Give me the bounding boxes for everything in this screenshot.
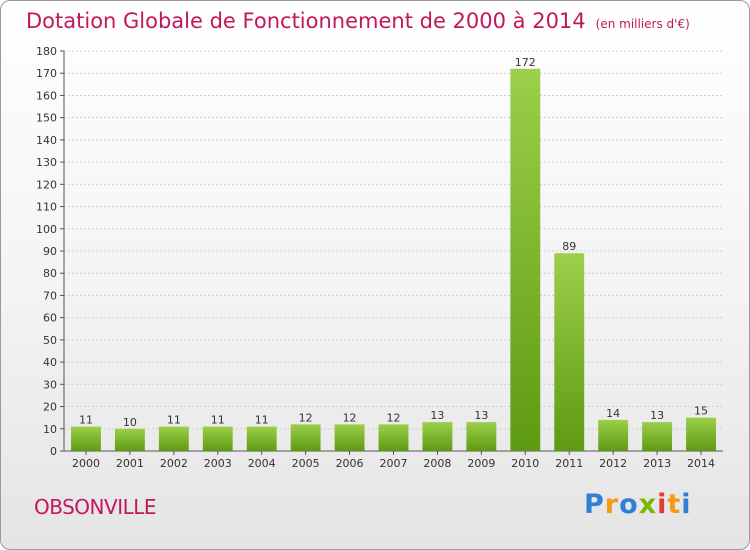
x-tick-label-2006: 2006 — [336, 457, 364, 470]
y-tick-label: 70 — [43, 289, 57, 302]
bar-2002 — [158, 426, 189, 451]
y-tick-label: 80 — [43, 267, 57, 280]
y-tick-label: 0 — [50, 445, 57, 458]
value-label-2003: 11 — [211, 414, 225, 427]
bar-2008 — [422, 422, 453, 451]
bar-2009 — [466, 422, 497, 451]
value-label-2005: 12 — [299, 411, 313, 424]
value-label-2012: 14 — [606, 407, 620, 420]
y-tick-label: 50 — [43, 334, 57, 347]
axes — [60, 50, 723, 455]
y-tick-label: 90 — [43, 245, 57, 258]
logo-letter: P — [584, 489, 605, 520]
value-labels: 11 10 11 11 11 12 12 12 13 13 172 89 14 13 15 — [79, 56, 708, 429]
bar-2010 — [510, 68, 541, 452]
x-tick-label-2014: 2014 — [687, 457, 715, 470]
y-tick-label: 130 — [36, 156, 57, 169]
x-tick-label-2007: 2007 — [380, 457, 408, 470]
chart-title: Dotation Globale de Fonctionnement de 20… — [26, 9, 690, 33]
value-label-2001: 10 — [123, 416, 137, 429]
bar-2012 — [598, 419, 629, 451]
y-tick-label: 180 — [36, 45, 57, 58]
chart-subtitle: (en milliers d'€) — [595, 17, 690, 31]
bar-2011 — [554, 253, 585, 451]
bar-2013 — [642, 422, 673, 451]
value-label-2013: 13 — [650, 409, 664, 422]
x-tick-label-2008: 2008 — [423, 457, 451, 470]
value-label-2006: 12 — [343, 411, 357, 424]
value-label-2010: 172 — [515, 56, 536, 69]
x-tick-label-2002: 2002 — [160, 457, 188, 470]
y-tick-label: 120 — [36, 178, 57, 191]
grid-lines — [64, 50, 723, 452]
x-tick-label-2003: 2003 — [204, 457, 232, 470]
x-tick-label-2001: 2001 — [116, 457, 144, 470]
y-tick-label: 100 — [36, 223, 57, 236]
value-label-2002: 11 — [167, 414, 181, 427]
x-tick-label-2010: 2010 — [511, 457, 539, 470]
x-tick-labels: 2000 2001 2002 2003 2004 2005 2006 2007 2008 2009… — [72, 457, 715, 470]
x-tick-label-2013: 2013 — [643, 457, 671, 470]
bar-2014 — [686, 417, 716, 451]
y-tick-labels: 0 10 20 30 40 50 60 70 80 90 100 110 120 130 140 150 160… — [36, 45, 57, 458]
value-label-2011: 89 — [562, 240, 576, 253]
value-label-2004: 11 — [255, 414, 269, 427]
bar-2003 — [202, 426, 233, 451]
value-label-2008: 13 — [430, 409, 444, 422]
y-tick-label: 30 — [43, 378, 57, 391]
commune-name: OBSONVILLE — [34, 495, 157, 519]
logo-letter: o — [619, 489, 639, 520]
bar-2005 — [290, 424, 321, 451]
y-tick-label: 110 — [36, 201, 57, 214]
value-label-2007: 12 — [387, 411, 401, 424]
x-tick-label-2009: 2009 — [467, 457, 495, 470]
y-tick-label: 10 — [43, 423, 57, 436]
y-tick-label: 140 — [36, 134, 57, 147]
y-tick-label: 150 — [36, 112, 57, 125]
y-tick-label: 40 — [43, 356, 57, 369]
proxiti-logo[interactable]: Proxiti — [584, 489, 692, 520]
y-tick-label: 20 — [43, 401, 57, 414]
value-label-2014: 15 — [694, 405, 708, 418]
logo-letter: t — [667, 489, 682, 520]
bar-2007 — [378, 424, 409, 451]
title-text: Dotation Globale de Fonctionnement de 20… — [26, 9, 586, 33]
value-label-2009: 13 — [474, 409, 488, 422]
x-tick-label-2000: 2000 — [72, 457, 100, 470]
x-tick-label-2005: 2005 — [292, 457, 320, 470]
x-tick-label-2012: 2012 — [599, 457, 627, 470]
logo-letter: x — [638, 489, 658, 520]
bars — [71, 68, 716, 452]
bar-2000 — [71, 426, 101, 451]
logo-letter: i — [681, 489, 692, 520]
bar-2004 — [246, 426, 277, 451]
x-tick-label-2004: 2004 — [248, 457, 276, 470]
logo-letter: r — [604, 489, 620, 520]
y-tick-label: 160 — [36, 89, 57, 102]
x-tick-label-2011: 2011 — [555, 457, 583, 470]
bar-2001 — [114, 428, 145, 451]
logo-letter: i — [657, 489, 668, 520]
bar-2006 — [334, 424, 365, 451]
value-label-2000: 11 — [79, 414, 93, 427]
y-tick-label: 170 — [36, 67, 57, 80]
y-tick-label: 60 — [43, 312, 57, 325]
